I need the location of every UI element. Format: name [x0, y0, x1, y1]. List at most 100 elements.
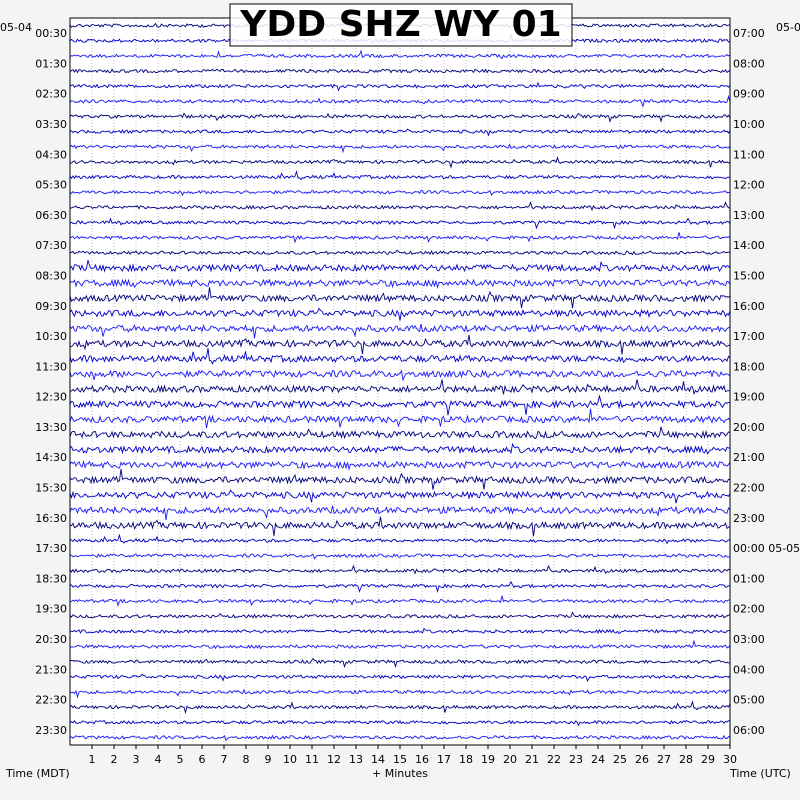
trace-line: [69, 232, 731, 244]
right-time-label: 13:00: [733, 209, 765, 222]
x-tick-label: 22: [547, 753, 561, 766]
right-time-label: 02:00: [733, 603, 765, 616]
trace-line: [69, 408, 731, 429]
right-time-label: 05:00: [733, 694, 765, 707]
trace-line: [69, 442, 731, 455]
x-tick-label: 26: [635, 753, 649, 766]
right-time-label: 18:00: [733, 360, 765, 373]
trace-line: [69, 533, 731, 545]
trace-line: [69, 128, 731, 137]
right-time-label: 16:00: [733, 300, 765, 313]
right-date-label: 05-0: [776, 21, 800, 34]
left-time-label: 03:30: [35, 118, 67, 131]
left-time-label: 08:30: [35, 269, 67, 282]
left-time-label: 04:30: [35, 148, 67, 161]
left-time-label: 22:30: [35, 694, 67, 707]
right-time-label: 12:00: [733, 179, 765, 192]
x-tick-label: 7: [221, 753, 228, 766]
x-tick-label: 17: [437, 753, 451, 766]
x-tick-label: 10: [283, 753, 297, 766]
right-time-label: 09:00: [733, 88, 765, 101]
chart-title: YDD SHZ WY 01: [239, 4, 561, 45]
left-time-label: 20:30: [35, 633, 67, 646]
x-tick-label: 8: [243, 753, 250, 766]
x-tick-label: 5: [177, 753, 184, 766]
trace-line: [69, 657, 731, 669]
right-axis-label: Time (UTC): [729, 767, 791, 780]
trace-line: [69, 639, 731, 650]
right-time-label: 11:00: [733, 148, 765, 161]
left-time-label: 10:30: [35, 330, 67, 343]
trace-line: [69, 734, 731, 742]
right-time-labels: 07:00 08:00 09:00 10:00 11:00 12:00 13:00 14:00…: [733, 27, 800, 737]
x-tick-label: 14: [371, 753, 385, 766]
right-time-label: 06:00: [733, 724, 765, 737]
trace-line: [69, 334, 731, 355]
x-tick-label: 3: [133, 753, 140, 766]
x-tick-label: 29: [701, 753, 715, 766]
right-time-label: 10:00: [733, 118, 765, 131]
left-time-label: 05:30: [35, 179, 67, 192]
trace-line: [69, 249, 731, 256]
trace-line: [69, 348, 731, 365]
right-time-label: 08:00: [733, 57, 765, 70]
x-tick-label: 12: [327, 753, 341, 766]
trace-line: [69, 611, 731, 619]
x-tick-label: 1: [89, 753, 96, 766]
right-time-label: 01:00: [733, 572, 765, 585]
trace-line: [69, 156, 731, 169]
trace-line: [69, 112, 731, 123]
x-tick-label: 19: [481, 753, 495, 766]
x-tick-label: 2: [111, 753, 118, 766]
trace-line: [69, 49, 731, 60]
x-tick-label: 4: [155, 753, 162, 766]
trace-line: [69, 323, 731, 339]
right-time-label: 20:00: [733, 421, 765, 434]
left-time-label: 15:30: [35, 482, 67, 495]
x-tick-label: 21: [525, 753, 539, 766]
left-time-label: 07:30: [35, 239, 67, 252]
right-time-label: 17:00: [733, 330, 765, 343]
right-time-label: 14:00: [733, 239, 765, 252]
trace-line: [69, 673, 731, 682]
left-time-label: 13:30: [35, 421, 67, 434]
trace-line: [69, 143, 731, 154]
title-box: [229, 3, 573, 47]
x-axis-label: + Minutes: [372, 767, 428, 780]
trace-line: [69, 81, 731, 92]
trace-line: [69, 379, 731, 396]
trace-line: [69, 307, 731, 321]
trace-line: [69, 595, 731, 608]
trace-line: [69, 369, 731, 382]
trace-line: [69, 67, 731, 74]
left-time-label: 23:30: [35, 724, 67, 737]
x-tick-label: 16: [415, 753, 429, 766]
trace-line: [69, 94, 731, 108]
trace-line: [69, 627, 731, 635]
right-time-label: 00:00 05-05: [733, 542, 800, 555]
x-tick-label: 20: [503, 753, 517, 766]
left-axis-label: Time (MDT): [5, 767, 70, 780]
right-time-label: 07:00: [733, 27, 765, 40]
trace-line: [69, 505, 731, 521]
trace-line: [69, 426, 731, 440]
left-time-label: 02:30: [35, 88, 67, 101]
x-tick-label: 6: [199, 753, 206, 766]
x-tick-label: 27: [657, 753, 671, 766]
left-date-label: 05-04: [0, 21, 32, 34]
left-time-label: 18:30: [35, 572, 67, 585]
trace-line: [69, 489, 731, 504]
trace-line: [69, 217, 731, 230]
trace-line: [69, 553, 731, 560]
trace-line: [69, 468, 731, 490]
right-time-label: 19:00: [733, 391, 765, 404]
right-time-label: 03:00: [733, 633, 765, 646]
right-time-label: 23:00: [733, 512, 765, 525]
traces: [69, 22, 731, 742]
left-time-label: 12:30: [35, 391, 67, 404]
left-time-label: 19:30: [35, 603, 67, 616]
x-tick-label: 18: [459, 753, 473, 766]
x-tick-label: 15: [393, 753, 407, 766]
trace-line: [69, 580, 731, 593]
x-tick-labels: 1 2 3 4 5 6 7 8 9 10 11 12 13 14 15 16 17 18 19 20 21 22 23 24 2…: [89, 745, 737, 766]
